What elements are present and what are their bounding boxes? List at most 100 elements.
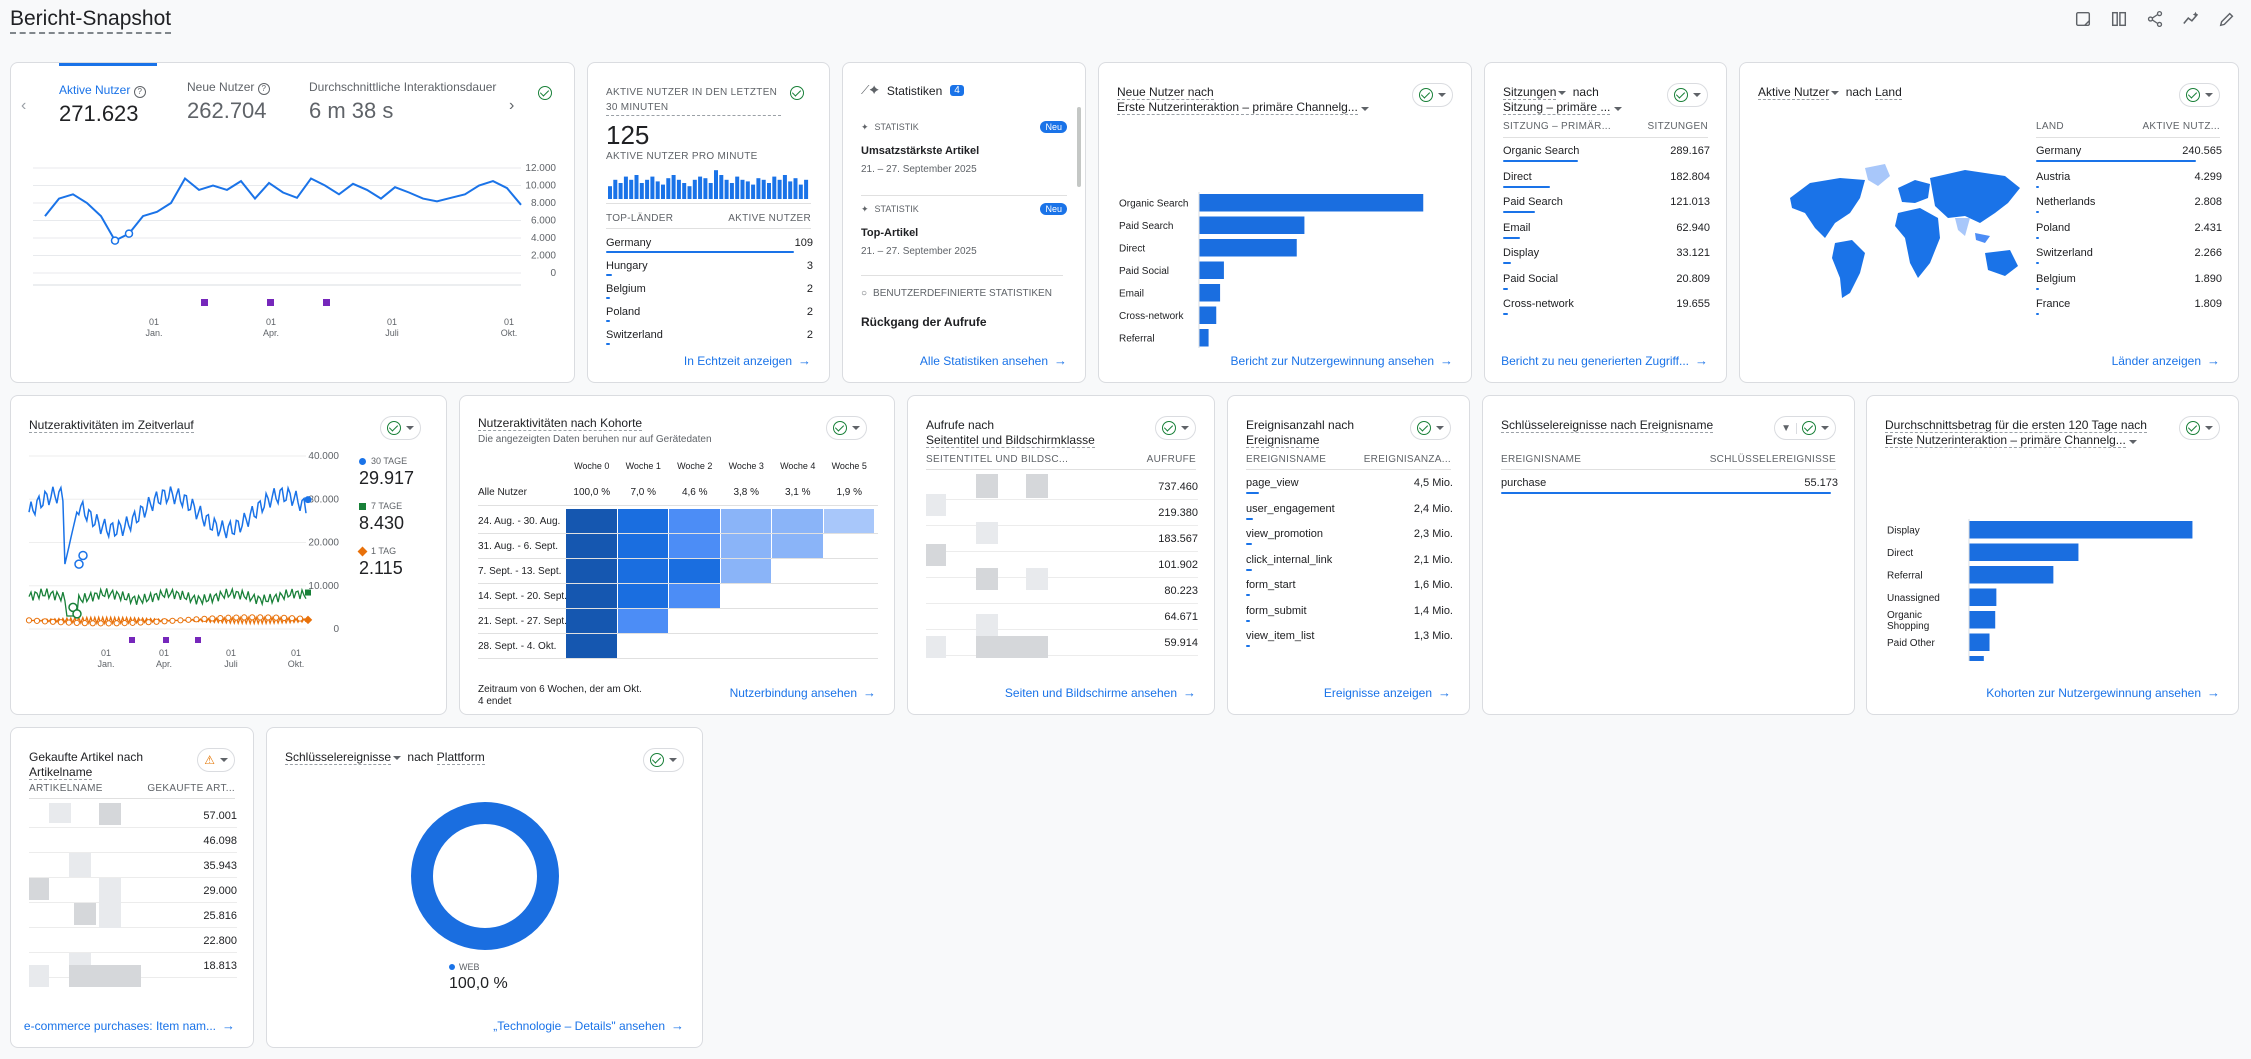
- table-row[interactable]: Email 62.940: [1503, 222, 1710, 234]
- bar[interactable]: [1199, 261, 1224, 280]
- series-1-day-point[interactable]: [121, 620, 128, 627]
- cohort-cell[interactable]: [669, 509, 720, 533]
- series-1-day-point[interactable]: [33, 617, 41, 624]
- table-row[interactable]: form_submit 1,4 Mio.: [1246, 605, 1453, 617]
- insights-icon[interactable]: [2181, 9, 2201, 29]
- table-row[interactable]: Organic Search 289.167: [1503, 145, 1710, 157]
- cohort-cell[interactable]: [566, 634, 617, 658]
- realtime-link[interactable]: In Echtzeit anzeigen →: [684, 353, 811, 368]
- insights-link[interactable]: Alle Statistiken ansehen →: [920, 353, 1067, 368]
- bar[interactable]: [1199, 216, 1305, 235]
- cohort-cell[interactable]: [617, 584, 668, 608]
- minute-bar[interactable]: [703, 178, 708, 199]
- table-row[interactable]: 101.902: [926, 552, 1198, 578]
- cohort-cell[interactable]: [566, 584, 617, 608]
- series-1-day-point[interactable]: [41, 618, 49, 625]
- table-row[interactable]: form_start 1,6 Mio.: [1246, 579, 1453, 591]
- country-row[interactable]: Belgium 2: [606, 283, 813, 295]
- edit-icon[interactable]: [2217, 9, 2237, 29]
- status-check-button[interactable]: [1410, 416, 1451, 440]
- series-30-days[interactable]: [28, 485, 307, 565]
- series-1-day-point[interactable]: [153, 618, 160, 625]
- dropdown-caret-icon[interactable]: [1613, 107, 1622, 111]
- series-1-day-point[interactable]: [288, 615, 296, 622]
- bar[interactable]: [1969, 588, 1997, 607]
- cohort-cell[interactable]: [566, 559, 617, 583]
- table-row[interactable]: page_view 4,5 Mio.: [1246, 477, 1453, 489]
- events-link[interactable]: Ereignisse anzeigen →: [1324, 685, 1451, 700]
- table-row[interactable]: 64.671: [926, 604, 1198, 630]
- status-check-button[interactable]: [534, 81, 556, 105]
- minute-bar[interactable]: [623, 176, 628, 199]
- series-1-day-point[interactable]: [89, 620, 96, 627]
- minute-bar[interactable]: [645, 179, 650, 199]
- bar[interactable]: [1199, 306, 1217, 325]
- metric-tab-engagement[interactable]: Durchschnittliche Interaktionsdauer 6 m …: [309, 63, 509, 123]
- series-1-day-point[interactable]: [105, 620, 112, 627]
- annotation-marker[interactable]: [78, 550, 88, 561]
- annotation-marker[interactable]: [74, 559, 84, 569]
- status-check-button[interactable]: [1155, 416, 1196, 440]
- bar[interactable]: [1969, 543, 2079, 562]
- minute-bar[interactable]: [682, 183, 687, 199]
- table-row[interactable]: 46.098: [29, 828, 237, 853]
- series-1-day-point[interactable]: [185, 616, 192, 623]
- compare-icon[interactable]: [2109, 9, 2129, 29]
- table-row[interactable]: Direct 182.804: [1503, 171, 1710, 183]
- dropdown-caret-icon[interactable]: [1361, 107, 1370, 111]
- minute-bar[interactable]: [676, 179, 681, 199]
- series-1-day-point[interactable]: [49, 618, 57, 625]
- series-1-day-point[interactable]: [25, 617, 33, 624]
- minute-bar[interactable]: [777, 179, 782, 199]
- table-row[interactable]: France 1.809: [2036, 298, 2222, 310]
- bar[interactable]: [1199, 239, 1297, 257]
- status-check-button[interactable]: [786, 81, 808, 105]
- series-1-day-point[interactable]: [161, 618, 168, 625]
- countries-link[interactable]: Länder anzeigen →: [2112, 353, 2220, 368]
- table-row[interactable]: Paid Social 20.809: [1503, 273, 1710, 285]
- minute-bar[interactable]: [714, 170, 718, 199]
- series-1-day-point[interactable]: [177, 617, 184, 624]
- annotation-marker[interactable]: [124, 229, 134, 238]
- cohort-cell[interactable]: [720, 534, 771, 558]
- filter-icon[interactable]: ▼: [1781, 422, 1797, 434]
- series-1-day-point[interactable]: [280, 614, 288, 621]
- series-1-day-point[interactable]: [169, 617, 176, 624]
- minute-bar[interactable]: [761, 179, 766, 199]
- minute-bar[interactable]: [708, 183, 713, 199]
- cohort-cell[interactable]: [720, 559, 771, 583]
- metric-tab-new-users[interactable]: Neue Nutzer ? 262.704: [187, 63, 287, 123]
- cohort-cell[interactable]: [772, 534, 823, 558]
- minute-bar[interactable]: [724, 179, 729, 199]
- note-marker[interactable]: [129, 637, 135, 643]
- minute-bar[interactable]: [804, 179, 809, 199]
- minute-bar[interactable]: [655, 181, 660, 199]
- status-check-button[interactable]: [826, 416, 867, 440]
- table-row[interactable]: 59.914: [926, 630, 1198, 656]
- minute-bar[interactable]: [650, 176, 655, 199]
- table-row[interactable]: click_internal_link 2,1 Mio.: [1246, 554, 1453, 566]
- country-row[interactable]: Hungary 3: [606, 260, 813, 272]
- world-map[interactable]: [1780, 158, 2030, 308]
- series-1-day-point[interactable]: [217, 614, 224, 622]
- note-marker[interactable]: [195, 637, 201, 643]
- minute-bar[interactable]: [729, 183, 734, 199]
- minute-bar[interactable]: [719, 175, 724, 199]
- series-1-day-point[interactable]: [193, 616, 200, 623]
- series-1-day-point[interactable]: [201, 615, 208, 622]
- prev-arrow-icon[interactable]: ‹: [21, 97, 27, 114]
- status-check-button[interactable]: [2179, 83, 2220, 107]
- country-row[interactable]: Germany 109: [606, 237, 813, 249]
- map-africa[interactable]: [1895, 208, 1940, 278]
- table-row[interactable]: Austria 4.299: [2036, 171, 2222, 183]
- cohort-cell[interactable]: [669, 584, 720, 608]
- note-marker[interactable]: [201, 299, 208, 306]
- series-1-day-point[interactable]: [249, 614, 256, 621]
- series-1-day-point[interactable]: [57, 619, 64, 626]
- table-row[interactable]: Poland 2.431: [2036, 222, 2222, 234]
- table-row[interactable]: user_engagement 2,4 Mio.: [1246, 503, 1453, 515]
- acquisition-link[interactable]: Bericht zur Nutzergewinnung ansehen →: [1231, 353, 1453, 368]
- table-row[interactable]: 57.001: [29, 803, 237, 828]
- series-1-day-point[interactable]: [265, 614, 272, 621]
- dropdown-caret-icon[interactable]: [1558, 91, 1567, 95]
